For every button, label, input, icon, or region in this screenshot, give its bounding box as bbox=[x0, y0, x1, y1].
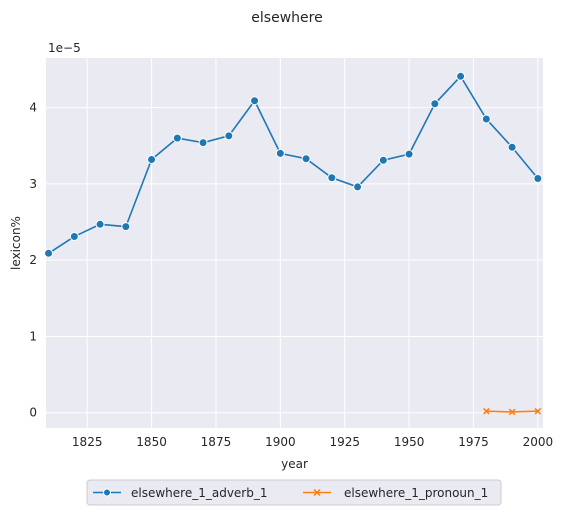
data-point bbox=[224, 131, 234, 141]
legend-marker-series-2 bbox=[313, 488, 321, 497]
data-point bbox=[404, 149, 414, 159]
data-point bbox=[481, 114, 491, 124]
data-point bbox=[44, 248, 54, 258]
data-point bbox=[533, 174, 543, 184]
x-tick-label: 2000 bbox=[523, 435, 554, 449]
data-point bbox=[378, 155, 388, 165]
data-point bbox=[172, 133, 182, 143]
y-axis-label: lexicon% bbox=[9, 216, 23, 270]
y-tick-label: 2 bbox=[29, 253, 37, 267]
data-point bbox=[534, 407, 542, 415]
x-tick-label: 1900 bbox=[265, 435, 296, 449]
x-tick-labels: 1825 1850 1875 1900 1925 1950 1975 2000 bbox=[72, 435, 553, 449]
series-2 bbox=[483, 407, 542, 416]
data-point bbox=[250, 96, 260, 106]
x-tick-label: 1825 bbox=[72, 435, 103, 449]
data-point bbox=[430, 99, 440, 109]
x-tick-label: 1950 bbox=[394, 435, 425, 449]
x-tick-label: 1850 bbox=[136, 435, 167, 449]
chart-title: elsewhere bbox=[251, 10, 322, 26]
y-tick-label: 3 bbox=[29, 177, 37, 191]
y-tick-labels: 0 1 2 3 4 bbox=[29, 101, 37, 420]
data-point bbox=[353, 182, 363, 192]
x-tick-label: 1875 bbox=[201, 435, 232, 449]
data-point bbox=[198, 138, 208, 148]
legend-marker-series-1 bbox=[103, 488, 111, 497]
series-1 bbox=[44, 71, 543, 258]
series-layer bbox=[44, 71, 543, 416]
data-point bbox=[507, 142, 517, 152]
data-point bbox=[121, 222, 131, 232]
x-tick-label: 1975 bbox=[458, 435, 489, 449]
data-point bbox=[95, 219, 105, 229]
data-point bbox=[508, 408, 516, 416]
y-scale-label: 1e−5 bbox=[48, 41, 81, 55]
y-tick-label: 1 bbox=[29, 329, 37, 343]
data-point bbox=[69, 232, 79, 242]
legend-label-series-2: elsewhere_1_pronoun_1 bbox=[344, 486, 488, 500]
plot-area bbox=[46, 58, 543, 428]
x-axis-label: year bbox=[281, 457, 308, 471]
legend-box bbox=[86, 479, 502, 506]
legend: elsewhere_1_adverb_1 elsewhere_1_pronoun… bbox=[86, 479, 502, 506]
data-point bbox=[483, 407, 490, 415]
data-point bbox=[327, 173, 337, 183]
data-point bbox=[456, 71, 466, 81]
series-line bbox=[48, 74, 539, 254]
data-point bbox=[301, 154, 311, 164]
data-point bbox=[147, 154, 157, 164]
x-tick-label: 1925 bbox=[329, 435, 360, 449]
grid-lines bbox=[46, 58, 543, 428]
legend-label-series-1: elsewhere_1_adverb_1 bbox=[131, 486, 267, 500]
data-point bbox=[275, 148, 285, 158]
y-tick-label: 4 bbox=[29, 101, 37, 115]
y-tick-label: 0 bbox=[29, 406, 37, 420]
